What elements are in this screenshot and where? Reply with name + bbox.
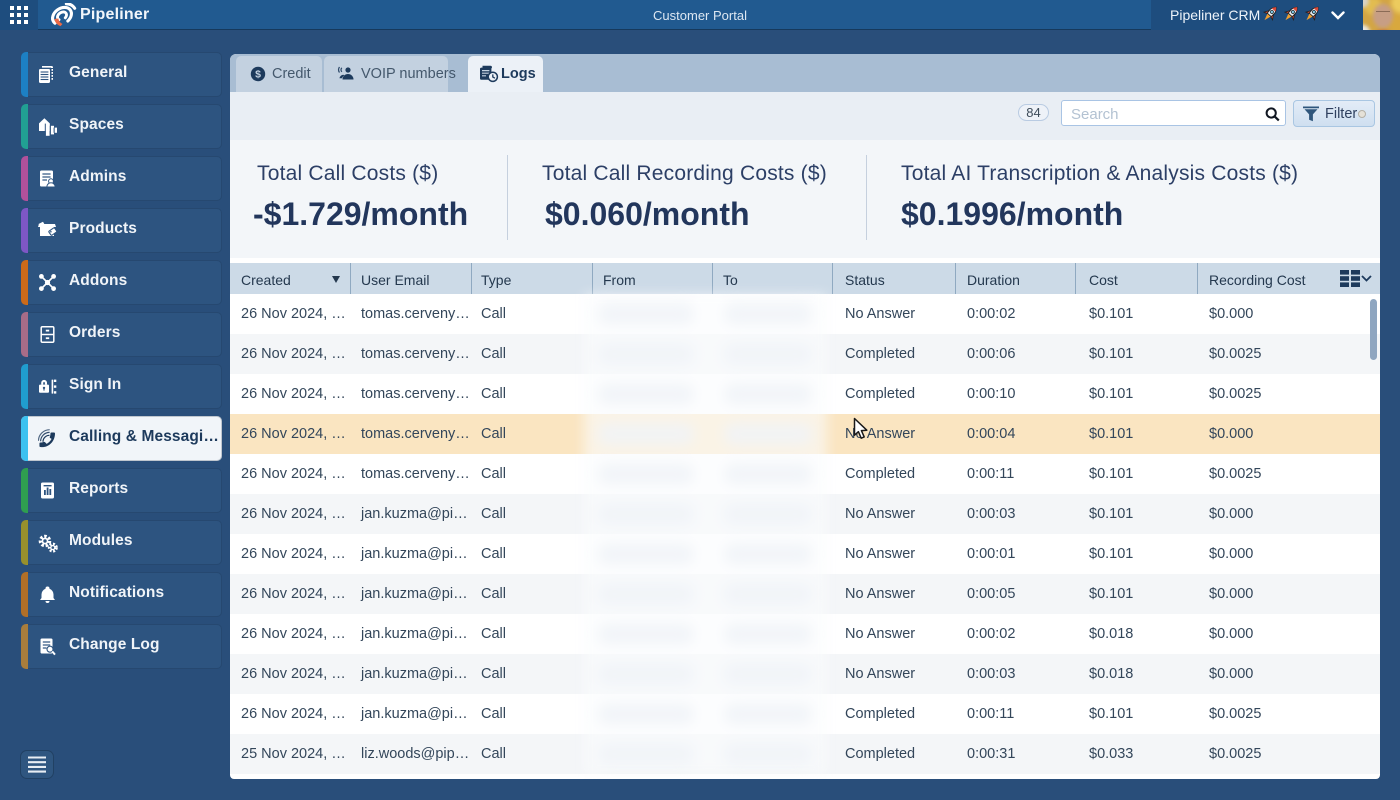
svg-text:$: $ <box>255 69 261 81</box>
